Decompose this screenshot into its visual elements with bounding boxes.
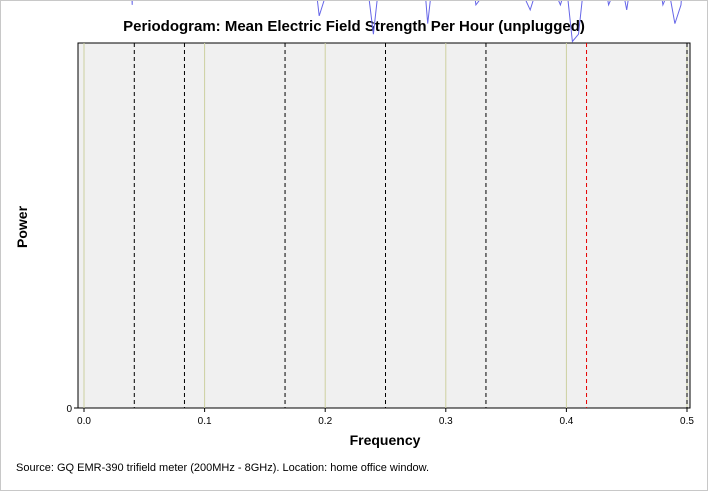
x-axis-label: Frequency xyxy=(350,432,421,448)
source-caption: Source: GQ EMR-390 trifield meter (200MH… xyxy=(16,462,430,474)
x-tick-label: 0.2 xyxy=(318,416,332,427)
x-tick-label: 0.3 xyxy=(439,416,453,427)
y-tick-label: 0 xyxy=(66,404,72,415)
x-tick-label: 0.1 xyxy=(198,416,212,427)
plot-area: 010,00020,00030,00050,0000.00.10.20.30.4… xyxy=(66,1,694,427)
y-axis-label: Power xyxy=(14,205,30,248)
x-tick-label: 0.5 xyxy=(680,416,694,427)
plot-background xyxy=(77,42,691,409)
x-tick-label: 0.4 xyxy=(559,416,573,427)
x-tick-label: 0.0 xyxy=(77,416,91,427)
chart-title: Periodogram: Mean Electric Field Strengt… xyxy=(123,18,585,35)
